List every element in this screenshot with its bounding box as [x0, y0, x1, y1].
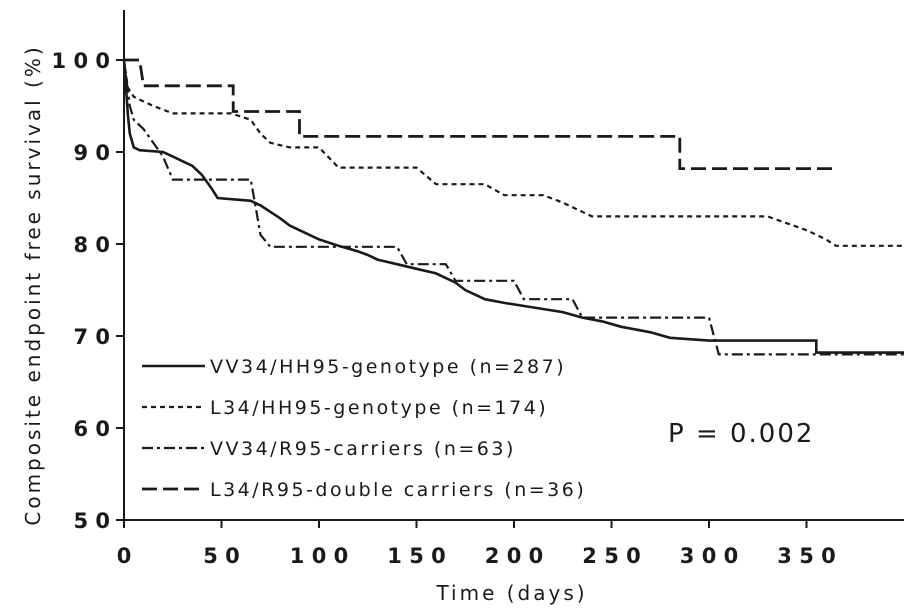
- x-tick-label: 2 5 0: [582, 544, 640, 568]
- y-tick-label: 6 0: [73, 417, 110, 441]
- x-axis-title: Time (days): [435, 581, 587, 605]
- x-tick-label: 5 0: [203, 544, 240, 568]
- y-tick-label: 8 0: [73, 233, 110, 257]
- x-tick-label: 3 0 0: [680, 544, 738, 568]
- series-line-4: [124, 58, 836, 170]
- series-line-2: [122, 59, 904, 247]
- x-tick-label: 3 5 0: [777, 544, 835, 568]
- series-line-3: [122, 59, 904, 356]
- y-tick-label: 7 0: [73, 325, 110, 349]
- series-layer: [122, 58, 904, 356]
- y-axis-ticks: 5 0 6 0 7 0 8 0 9 0 1 0 0: [52, 49, 124, 533]
- legend-label-1: VV34/HH95-genotype (n=287): [210, 356, 566, 378]
- p-value-annotation: P = 0.002: [668, 419, 814, 449]
- x-tick-label: 0: [117, 544, 132, 568]
- x-tick-label: 2 0 0: [485, 544, 543, 568]
- x-tick-label: 1 0 0: [290, 544, 348, 568]
- series-line-1: [122, 59, 904, 354]
- legend: VV34/HH95-genotype (n=287) L34/HH95-genot…: [142, 356, 586, 501]
- y-tick-label: 9 0: [73, 141, 110, 165]
- x-tick-label: 1 5 0: [387, 544, 445, 568]
- y-tick-label: 5 0: [73, 509, 110, 533]
- legend-label-4: L34/R95-double carriers (n=36): [210, 479, 586, 501]
- x-axis-ticks: 0 5 0 1 0 0 1 5 0 2 0 0 2 5 0 3 0 0 3 5 0: [117, 520, 836, 568]
- y-tick-label: 1 0 0: [52, 49, 110, 73]
- y-axis-title: Composite endpoint free survival (%): [21, 44, 45, 525]
- legend-label-2: L34/HH95-genotype (n=174): [210, 397, 548, 419]
- legend-label-3: VV34/R95-carriers (n=63): [210, 438, 516, 460]
